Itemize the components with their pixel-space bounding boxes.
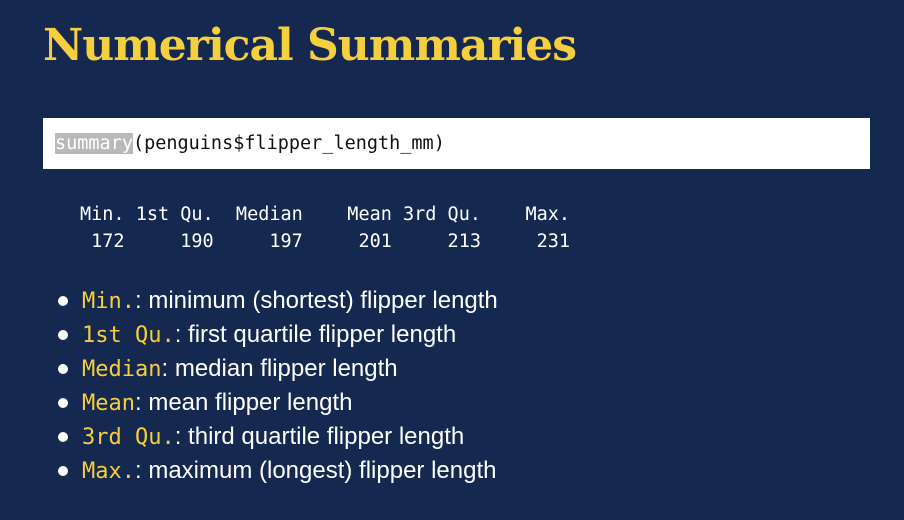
- bullet-term: Median: [82, 356, 162, 382]
- bullet-term: Mean: [82, 390, 135, 416]
- bullet-icon: [58, 296, 68, 306]
- bullet-description: : maximum (longest) flipper length: [134, 457, 497, 484]
- output-values-row: 172 190 197 201 213 231: [80, 231, 571, 252]
- console-output: Min. 1st Qu. Median Mean 3rd Qu. Max. 17…: [80, 201, 570, 255]
- bullet-term: Min.: [82, 288, 135, 314]
- bullet-icon: [58, 432, 68, 442]
- bullet-description: : mean flipper length: [134, 389, 353, 416]
- bullet-icon: [58, 330, 68, 340]
- bullet-term: Max.: [82, 458, 135, 484]
- list-item: 1st Qu.: first quartile flipper length: [58, 318, 878, 352]
- list-item: Mean: mean flipper length: [58, 386, 878, 420]
- list-item: 3rd Qu.: third quartile flipper length: [58, 420, 878, 454]
- bullet-description: : third quartile flipper length: [174, 423, 465, 450]
- bullet-icon: [58, 466, 68, 476]
- code-block: summary (penguins$flipper_length_mm): [43, 118, 870, 169]
- bullet-description: : median flipper length: [161, 355, 398, 382]
- list-item: Median: median flipper length: [58, 352, 878, 386]
- code-function-name: summary: [55, 133, 133, 154]
- bullet-icon: [58, 364, 68, 374]
- list-item: Max.: maximum (longest) flipper length: [58, 454, 878, 488]
- bullet-term: 3rd Qu.: [82, 424, 175, 450]
- code-arguments: (penguins$flipper_length_mm): [132, 133, 445, 154]
- bullet-description: : first quartile flipper length: [174, 321, 457, 348]
- bullet-description: : minimum (shortest) flipper length: [134, 287, 498, 314]
- bullet-icon: [58, 398, 68, 408]
- bullet-term: 1st Qu.: [82, 322, 175, 348]
- bullet-list: Min.: minimum (shortest) flipper length …: [58, 284, 878, 488]
- output-header-row: Min. 1st Qu. Median Mean 3rd Qu. Max.: [80, 204, 571, 225]
- slide-title: Numerical Summaries: [43, 20, 577, 71]
- list-item: Min.: minimum (shortest) flipper length: [58, 284, 878, 318]
